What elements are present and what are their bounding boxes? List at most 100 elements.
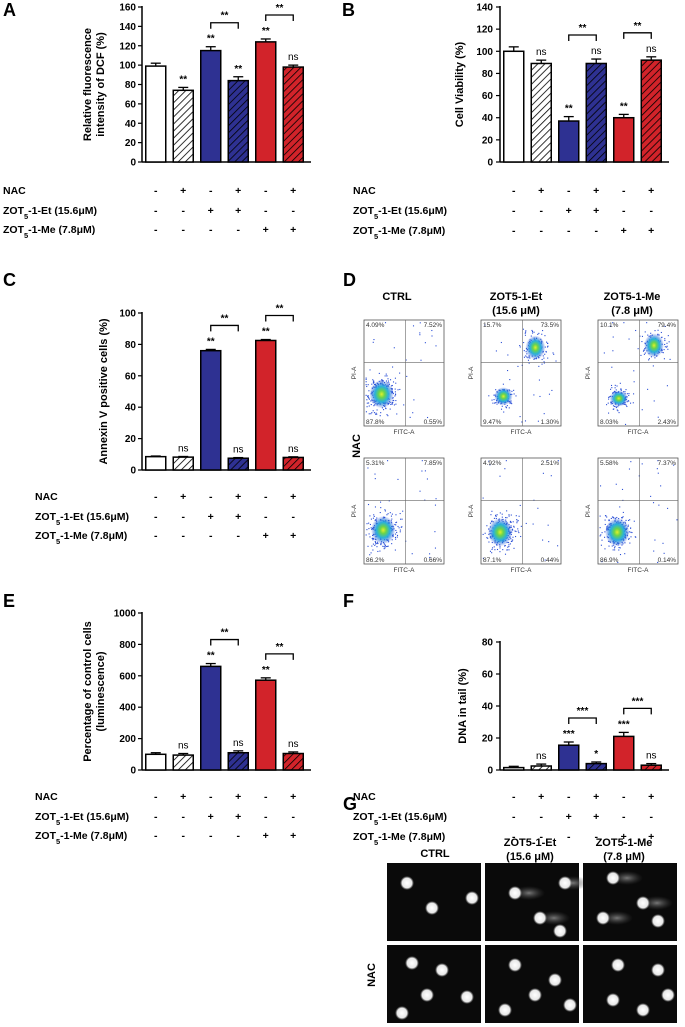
flow-event [368,397,370,399]
comet-nucleus [498,1003,512,1017]
flow-event [368,390,370,392]
flow-event [502,549,504,551]
flow-density [369,380,394,409]
flow-event [516,522,518,524]
flow-event [382,409,385,411]
flow-event [370,403,372,406]
flow-event [657,472,659,474]
flow-event [630,402,632,404]
flow-event [509,521,511,523]
flow-event [367,545,369,547]
flow-event [500,408,503,410]
flow-event [522,328,524,330]
treatment-sign: - [264,791,268,803]
quadrant-percent: 87.1% [483,557,502,564]
flow-event [372,382,375,384]
flow-event [608,398,610,400]
flow-event [539,395,541,398]
y-axis-label: Relative fluorescenceintensity of DCF (%… [82,28,107,141]
treatment-sign: - [264,491,268,503]
flow-event [373,405,375,407]
y-tick-label: 60 [482,670,494,681]
flow-event [624,391,626,393]
treatment-sign: - [595,831,599,843]
quadrant-percent: 5.31% [366,460,385,467]
flow-event [667,335,669,337]
flow-event [409,416,411,418]
flow-event [628,468,631,470]
comet-nucleus [553,924,567,938]
flow-event [619,506,621,508]
flow-event [604,536,606,538]
treatment-sign: + [208,511,214,523]
flow-event [663,552,665,554]
flow-event [380,501,382,503]
y-tick-label: 80 [125,340,137,351]
flow-event [613,408,615,410]
flow-event [544,335,546,337]
flow-col-subtitle-me: (7.8 μM) [611,305,653,317]
treatment-label-et: ZOT5-1-Et (15.6μM) [353,811,447,827]
flow-plot-frame [597,319,679,427]
significance-label: ** [207,651,215,662]
flow-event [519,345,521,347]
treatment-sign: - [512,811,516,823]
bar-3 [558,744,580,771]
flow-event [398,527,400,529]
panel-label-b: B [342,0,355,20]
flow-event [392,399,394,401]
y-axis-label: Annexin V positive cells (%) [98,318,110,464]
y-tick-label: 600 [119,671,136,682]
flow-event [365,394,367,396]
quadrant-percent: 0.44% [541,557,560,564]
flow-col-title-et: ZOT5-1-Et [490,291,543,303]
comet-nucleus [508,886,522,900]
flow-event [617,406,619,408]
bracket-label: *** [632,696,644,707]
flow-event [421,460,423,462]
flow-event [657,460,659,462]
flow-event [610,517,612,520]
bar-2 [530,62,552,163]
treatment-label-me: ZOT5-1-Me (7.8μM) [3,224,95,240]
flow-event [639,335,641,337]
flow-event [552,352,554,354]
flow-event [505,407,508,409]
flow-event [511,403,513,405]
treatment-sign: + [290,791,296,803]
flow-event [373,412,376,414]
comparison-bracket [568,717,597,724]
flow-event [426,478,428,480]
comet-image [583,863,677,941]
y-tick-label: 0 [487,766,493,777]
treatment-sign: + [648,225,654,237]
flow-event [633,370,635,372]
treatment-sign: + [593,185,599,197]
treatment-sign: - [209,791,213,803]
flow-event [393,404,395,406]
y-tick-label: 60 [125,371,137,382]
flow-event [399,531,401,533]
treatment-sign: - [182,530,186,542]
flow-event [528,362,530,364]
flow-event [397,478,399,480]
significance-label: ns [288,444,299,455]
flow-event [391,543,393,545]
flow-event [508,549,510,551]
quadrant-percent: 0.66% [424,557,443,564]
flow-event [640,354,642,356]
treatment-sign: - [154,205,158,217]
flow-event [544,346,546,348]
flow-event [393,399,395,402]
flow-event [491,552,493,554]
y-tick-label: 1000 [114,609,137,620]
flow-event [614,546,616,548]
flow-event [543,357,545,359]
flow-event [385,380,388,382]
flow-event [377,542,379,545]
flow-event [385,407,387,409]
flow-event [499,551,501,553]
flow-event [502,383,504,385]
flow-event [660,485,662,487]
flow-event [368,522,370,524]
